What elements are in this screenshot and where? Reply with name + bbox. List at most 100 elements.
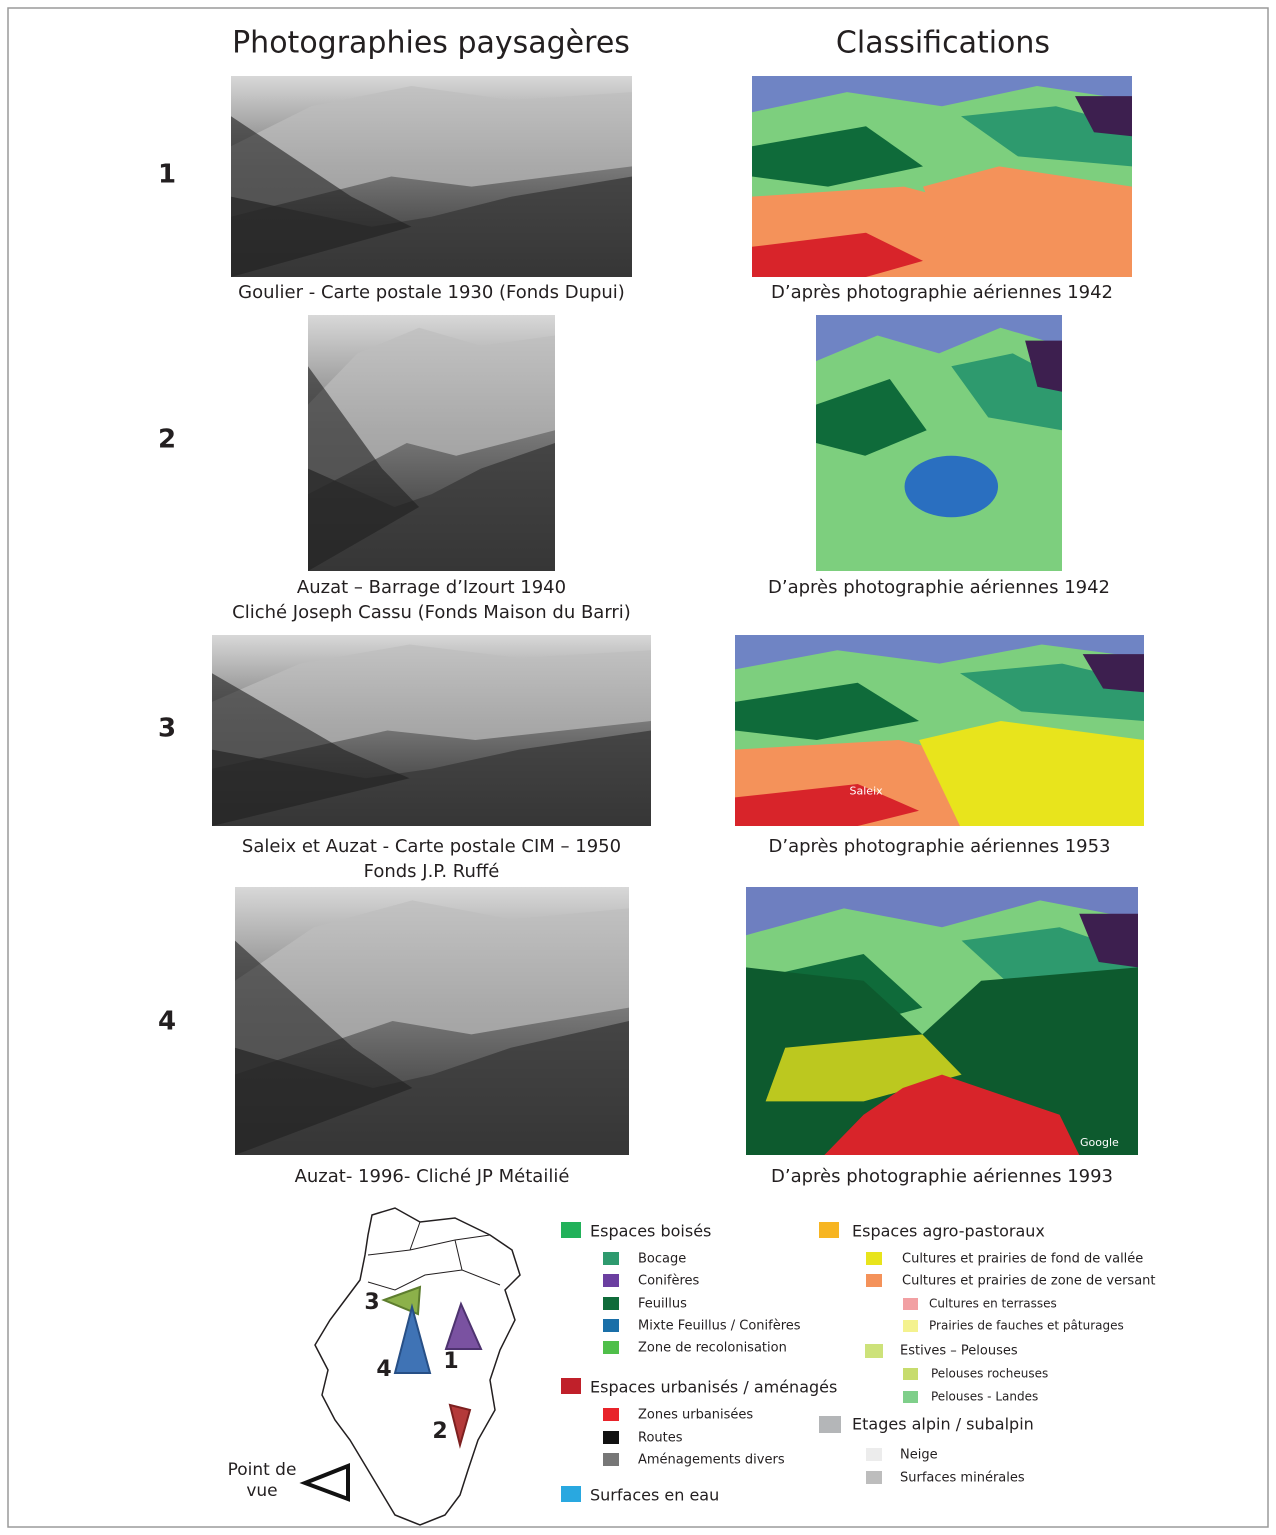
class-zone	[1025, 340, 1062, 392]
legend-subitem: Pelouses - Landes	[931, 1390, 1038, 1404]
legend-swatch	[903, 1298, 918, 1310]
row-number: 3	[158, 714, 176, 744]
legend-swatch	[903, 1368, 918, 1380]
map-label: 4	[376, 1357, 391, 1382]
map-label: 2	[432, 1419, 447, 1444]
legend-subitem: Prairies de fauches et pâturages	[929, 1319, 1124, 1333]
photo-caption: Saleix et Auzat - Carte postale CIM – 19…	[242, 836, 621, 857]
legend-swatch	[866, 1471, 882, 1484]
legend-item: Cultures et prairies de fond de vallée	[902, 1252, 1143, 1267]
class-zone	[735, 784, 919, 826]
legend-swatch	[603, 1319, 619, 1332]
legend-group: Estives – Pelouses	[900, 1344, 1018, 1359]
legend-swatch	[603, 1453, 619, 1466]
row: 1 Goulier - Carte postale 1930 (Fonds Dup…	[158, 76, 1132, 303]
legend-swatch	[866, 1448, 882, 1461]
legend: Espaces boisés Bocage Conifères Feuillus…	[561, 1222, 1156, 1505]
class-zone	[752, 232, 923, 277]
row-number: 2	[158, 425, 176, 455]
class-zone	[752, 126, 923, 187]
row-number: 4	[158, 1007, 176, 1037]
map-label: 3	[364, 1290, 379, 1315]
legend-item: Zones urbanisées	[638, 1408, 753, 1423]
photo-shape	[235, 1021, 629, 1155]
class-zone	[923, 166, 1132, 277]
classification-caption: D’après photographie aériennes 1942	[768, 577, 1110, 598]
legend-swatch	[603, 1408, 619, 1421]
legend-swatch	[903, 1391, 918, 1403]
photo-shape	[212, 673, 410, 826]
photo-shape	[308, 443, 555, 571]
column-header: Photographies paysagères	[232, 26, 630, 61]
view-marker	[444, 1301, 483, 1350]
view-marker	[448, 1403, 472, 1449]
legend-item: Cultures et prairies de zone de versant	[902, 1274, 1156, 1289]
legend-swatch	[561, 1486, 581, 1502]
photo-shape	[212, 730, 651, 826]
image-label: Google	[1080, 1136, 1119, 1149]
row: 2 Auzat – Barrage d’Izourt 1940 Cliché Jos…	[158, 315, 1110, 623]
row-number: 1	[158, 160, 176, 190]
legend-item: Routes	[638, 1431, 683, 1446]
location-map: 3 4 1 2 Point de vue	[228, 1207, 521, 1526]
legend-swatch	[561, 1222, 581, 1238]
legend-item: Mixte Feuillus / Conifères	[638, 1319, 801, 1334]
legend-swatch	[603, 1252, 619, 1265]
photo-shape	[231, 116, 412, 277]
viewpoint-label: Point de	[228, 1460, 297, 1480]
frame	[7, 7, 1269, 1528]
class-zone	[816, 379, 927, 456]
class-zone	[904, 455, 999, 518]
class-zone	[919, 721, 1144, 826]
legend-subitem: Pelouses rocheuses	[931, 1367, 1048, 1381]
legend-swatch	[561, 1378, 581, 1394]
classification-caption: D’après photographie aériennes 1953	[769, 836, 1111, 857]
legend-swatch	[603, 1431, 619, 1444]
view-marker-key	[299, 1463, 350, 1502]
legend-swatch	[819, 1222, 839, 1238]
photo-shape	[231, 176, 632, 277]
classification-caption: D’après photographie aériennes 1942	[771, 282, 1113, 303]
legend-swatch	[866, 1274, 882, 1287]
legend-item: Surfaces minérales	[900, 1471, 1025, 1486]
class-zone	[1079, 913, 1138, 968]
legend-group: Espaces urbanisés / aménagés	[590, 1378, 837, 1397]
legend-swatch	[903, 1320, 918, 1332]
class-zone	[1082, 654, 1144, 693]
row: 3 Saleix Saleix et Auzat - Carte postale C…	[158, 635, 1144, 882]
image-label: Saleix	[850, 785, 884, 798]
legend-group: Etages alpin / subalpin	[852, 1415, 1034, 1434]
view-marker	[393, 1303, 432, 1374]
legend-item: Zone de recolonisation	[638, 1341, 787, 1356]
class-zone	[1075, 96, 1132, 137]
column-header: Classifications	[836, 26, 1050, 61]
legend-item: Aménagements divers	[638, 1453, 785, 1468]
rows: 1 Goulier - Carte postale 1930 (Fonds Dup…	[158, 76, 1144, 1187]
legend-group: Espaces agro-pastoraux	[852, 1222, 1045, 1241]
legend-swatch	[603, 1341, 619, 1354]
legend-swatch	[865, 1344, 883, 1358]
photo-caption: Goulier - Carte postale 1930 (Fonds Dupu…	[238, 282, 625, 303]
class-zone	[824, 1074, 1080, 1155]
viewpoint-label: vue	[246, 1481, 277, 1501]
photo-shape	[235, 940, 413, 1155]
photo-caption: Auzat – Barrage d’Izourt 1940	[297, 577, 566, 598]
map-boundaries	[367, 1221, 501, 1291]
legend-item: Feuillus	[638, 1297, 687, 1312]
class-zone	[735, 682, 919, 740]
photo-caption: Fonds J.P. Ruffé	[364, 861, 500, 882]
legend-item: Bocage	[638, 1252, 686, 1267]
legend-swatch	[603, 1274, 619, 1287]
photo-caption: Cliché Joseph Cassu (Fonds Maison du Bar…	[232, 602, 631, 623]
legend-item: Neige	[900, 1448, 938, 1463]
legend-swatch	[866, 1252, 882, 1265]
legend-swatch	[603, 1297, 619, 1310]
classification-caption: D’après photographie aériennes 1993	[771, 1166, 1113, 1187]
photo-shape	[308, 366, 420, 571]
legend-subitem: Cultures en terrasses	[929, 1297, 1057, 1311]
legend-group: Espaces boisés	[590, 1222, 711, 1241]
legend-group: Surfaces en eau	[590, 1486, 719, 1505]
row: 4 Google Auzat- 1996- Cliché JP Métailié D’…	[158, 887, 1138, 1187]
